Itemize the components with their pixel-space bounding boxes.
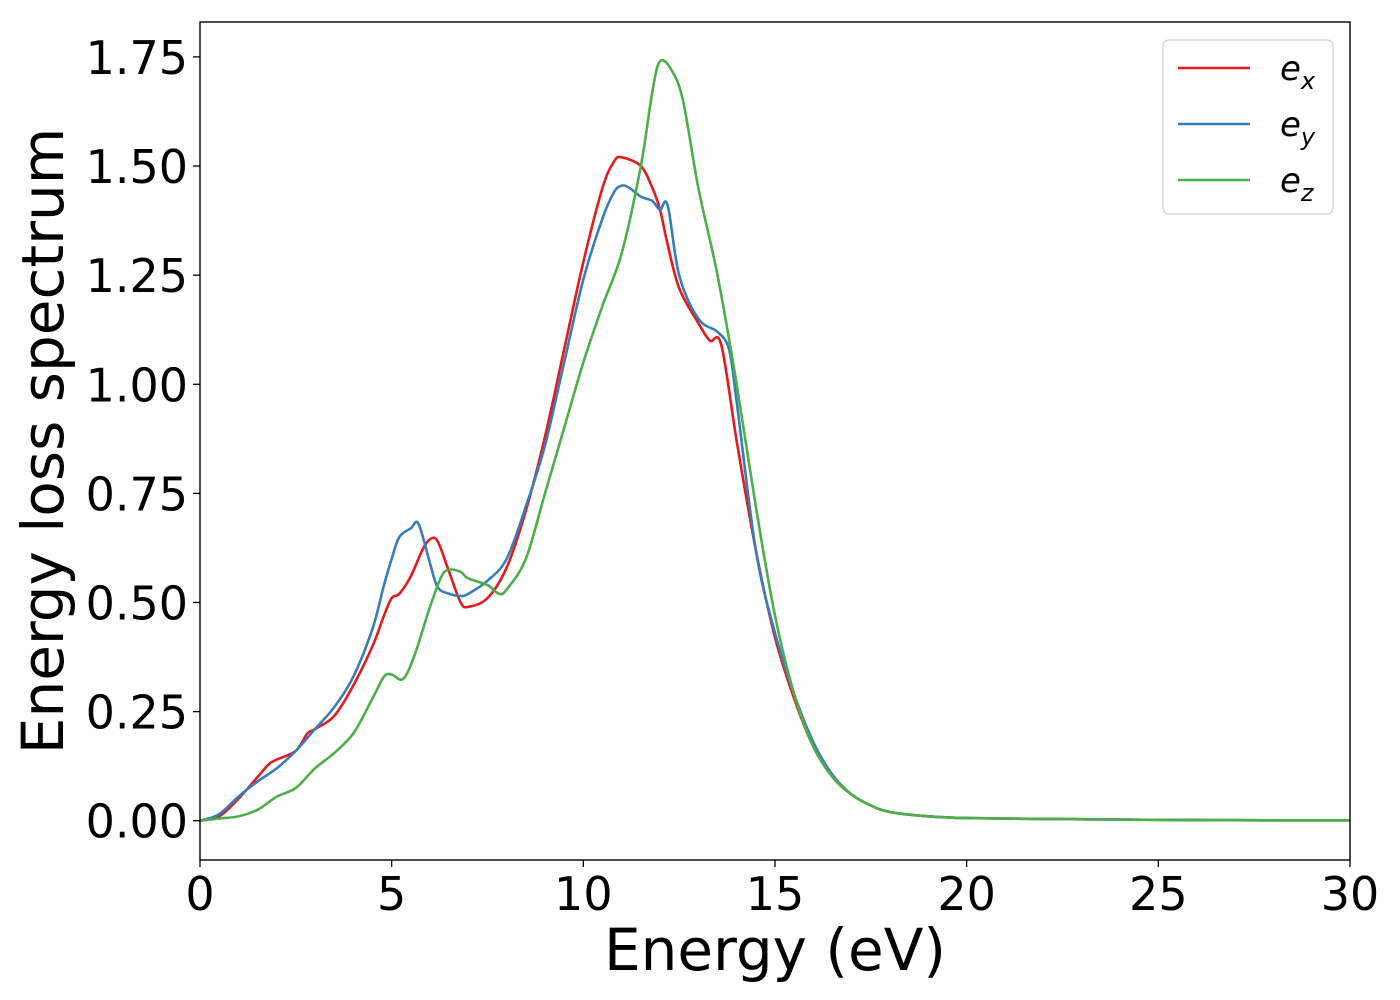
x-tick-label: 25 xyxy=(1129,867,1188,921)
x-tick-label: 30 xyxy=(1321,867,1380,921)
x-tick-label: 0 xyxy=(185,867,214,921)
y-tick-label: 0.00 xyxy=(86,795,188,849)
x-tick-label: 10 xyxy=(554,867,613,921)
x-tick-label: 20 xyxy=(937,867,996,921)
y-axis-title: Energy loss spectrum xyxy=(9,128,77,754)
plot-lines xyxy=(200,58,1350,823)
x-tick-label: 5 xyxy=(377,867,406,921)
legend-box xyxy=(1162,39,1334,215)
y-tick-label: 1.25 xyxy=(86,249,188,303)
legend: ex ey ez xyxy=(1162,39,1334,215)
legend-label-x: ex xyxy=(1280,49,1316,95)
y-tick-label: 0.75 xyxy=(86,467,188,521)
x-tick-label: 15 xyxy=(746,867,805,921)
y-tick-label: 1.75 xyxy=(86,31,188,85)
y-tick-label: 0.50 xyxy=(86,576,188,630)
series-line-y xyxy=(200,184,1350,823)
legend-label-y: ey xyxy=(1280,105,1316,151)
series-line-x xyxy=(200,155,1350,823)
x-axis-ticks: 0 5 10 15 20 25 30 xyxy=(185,860,1379,921)
y-tick-label: 0.25 xyxy=(86,686,188,740)
y-axis-ticks: 0.00 0.25 0.50 0.75 1.00 1.25 1.50 1.75 xyxy=(86,31,200,849)
series-line-z xyxy=(200,58,1350,823)
legend-label-z: ez xyxy=(1280,161,1315,207)
y-tick-label: 1.00 xyxy=(86,358,188,412)
y-tick-label: 1.50 xyxy=(86,140,188,194)
x-axis-title: Energy (eV) xyxy=(604,916,946,984)
